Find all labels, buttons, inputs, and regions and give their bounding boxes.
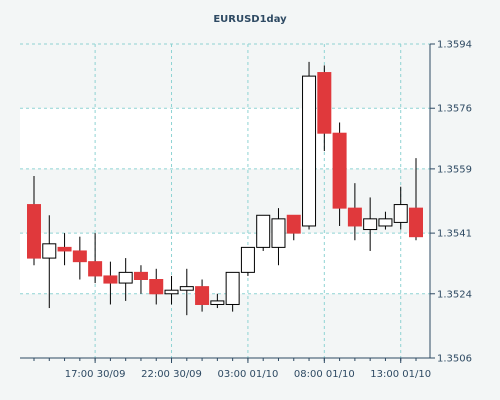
- candle-body-up: [271, 218, 286, 248]
- y-tick-label: 1.3594: [437, 40, 472, 51]
- candle-body-up: [179, 286, 194, 291]
- candle-body-down: [409, 207, 423, 238]
- candle-body-up: [378, 218, 393, 227]
- candle: [57, 233, 72, 266]
- candle: [302, 61, 317, 230]
- candle: [195, 279, 210, 312]
- plot-area: [20, 44, 430, 358]
- x-tick-label: 22:00 30/09: [141, 369, 202, 380]
- plot-band: [20, 108, 430, 169]
- candle: [225, 271, 240, 312]
- candles: [27, 61, 423, 316]
- candle-body-down: [27, 204, 41, 259]
- candle: [347, 183, 362, 241]
- candle-body-down: [57, 246, 72, 252]
- candle-body-up: [256, 214, 271, 248]
- y-tick-label: 1.3506: [437, 354, 472, 365]
- candle: [149, 268, 164, 305]
- x-tick-label: 13:00 01/10: [370, 369, 431, 380]
- candle: [210, 293, 225, 309]
- candle: [72, 236, 87, 280]
- y-tick-label: 1.3524: [437, 289, 472, 300]
- y-tick-label: 1.3559: [437, 164, 472, 175]
- candle: [118, 258, 133, 301]
- candle-body-down: [286, 214, 301, 234]
- candle: [103, 261, 118, 305]
- candle-body-down: [133, 271, 148, 281]
- candle-body-up: [225, 271, 240, 305]
- candle-body-down: [347, 207, 362, 227]
- y-axis-ticks: 1.3594 1.3576 1.3559 1.3541 1.3524 1.3506: [430, 40, 472, 365]
- candle-body-down: [88, 261, 103, 277]
- candle-body-up: [302, 75, 317, 227]
- candle-body-up: [164, 289, 179, 295]
- y-tick-label: 1.3541: [437, 229, 472, 240]
- candle: [240, 246, 255, 276]
- chart-title: EURUSD1day: [213, 14, 287, 25]
- x-tick-label: 08:00 01/10: [294, 369, 355, 380]
- candle: [286, 214, 301, 241]
- x-tick-label: 17:00 30/09: [65, 369, 126, 380]
- candle: [378, 211, 393, 230]
- x-tick-label: 03:00 01/10: [218, 369, 279, 380]
- candle-body-down: [103, 275, 118, 284]
- candle: [133, 265, 148, 294]
- candle-body-down: [72, 250, 87, 263]
- plot-bands: [20, 108, 430, 294]
- y-tick-label: 1.3576: [437, 104, 472, 115]
- candle: [42, 215, 57, 309]
- candle-body-down: [195, 286, 210, 305]
- candle-body-down: [149, 279, 164, 295]
- candle-body-up: [393, 204, 408, 223]
- candle-body-up: [363, 218, 378, 231]
- candle-body-up: [118, 271, 133, 284]
- candle-body-down: [317, 72, 332, 134]
- candle: [409, 158, 423, 241]
- candle-body-down: [332, 132, 347, 209]
- candle: [164, 275, 179, 305]
- candle: [363, 197, 378, 251]
- candle: [332, 122, 347, 226]
- x-axis-ticks: 17:00 30/09 22:00 30/09 03:00 01/10 08:00 0…: [33, 358, 431, 380]
- candle: [179, 268, 194, 316]
- candle: [271, 208, 286, 266]
- candle-body-up: [240, 246, 255, 273]
- candle: [256, 214, 271, 251]
- candle: [317, 65, 332, 152]
- candle: [88, 233, 103, 284]
- candle: [27, 176, 41, 266]
- candle-body-up: [42, 243, 57, 259]
- plot-band: [20, 233, 430, 294]
- candle: [393, 186, 408, 230]
- candle-body-up: [210, 300, 225, 305]
